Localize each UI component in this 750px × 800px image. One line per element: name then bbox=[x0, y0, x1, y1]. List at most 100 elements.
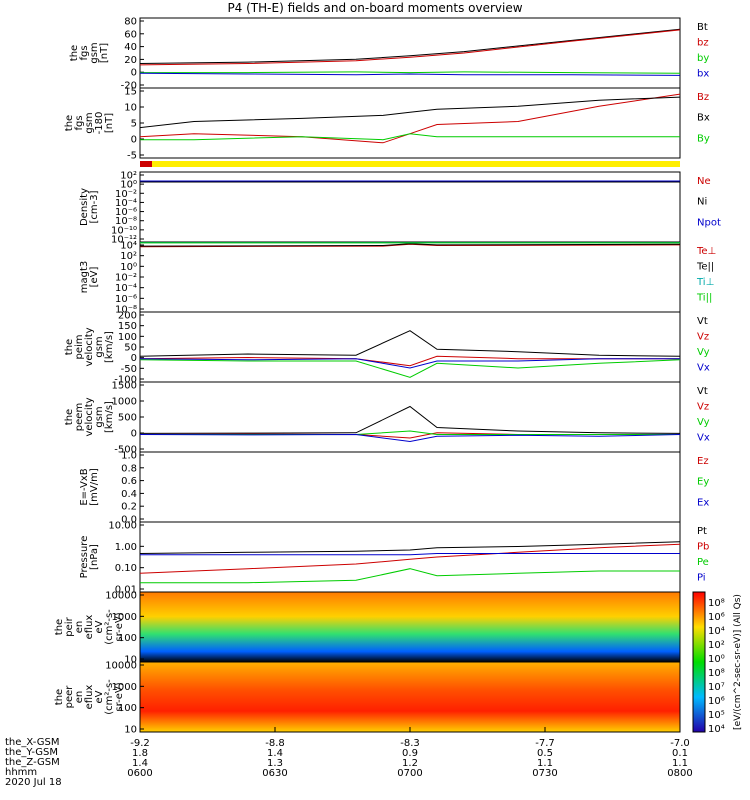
panel-frame-efield bbox=[139, 451, 681, 523]
colorbar bbox=[692, 591, 706, 733]
ytick-label: 10 bbox=[124, 655, 137, 666]
legend-Ex: Ex bbox=[697, 497, 709, 508]
legend-Pi: Pi bbox=[697, 573, 706, 584]
ytick-label: 0.6 bbox=[121, 476, 137, 487]
ytick-label: 10.00 bbox=[108, 521, 137, 532]
colorbar-tick: 10⁴ bbox=[708, 724, 725, 735]
series-line-Pt bbox=[139, 541, 681, 554]
orbit-label-hhmm: hhmm bbox=[5, 767, 38, 778]
colorbar-tick: 10⁰ bbox=[708, 654, 725, 665]
ylabel-line: [nT] bbox=[104, 113, 115, 133]
ylabel-line: velocity bbox=[84, 327, 95, 366]
ytick-label: 40 bbox=[124, 42, 137, 53]
legend-Vt: Vt bbox=[697, 316, 708, 327]
orbit-value: 1.3 bbox=[267, 758, 283, 769]
ytick-label: 50 bbox=[124, 343, 137, 354]
colorbar-tick: 10⁶ bbox=[708, 696, 725, 707]
orbit-row-labels: the_X-GSM the_Y-GSM the_Z-GSM hhmm 2020 … bbox=[5, 738, 62, 788]
ytick-label: 10⁴ bbox=[120, 241, 137, 252]
ylabel-line: peir bbox=[64, 616, 75, 636]
series-line-Vt bbox=[139, 405, 681, 434]
series-line-Vy bbox=[139, 359, 681, 378]
ytick-label: 10² bbox=[120, 171, 137, 182]
ylabel-line: sr-eV) bbox=[114, 682, 125, 711]
ytick-label: 10⁻⁶ bbox=[115, 294, 137, 305]
series-line-Vx bbox=[139, 358, 680, 369]
ytick-label: 0 bbox=[131, 353, 137, 364]
ytick-label: 15 bbox=[124, 87, 137, 98]
ytick-label: 20 bbox=[124, 55, 137, 66]
legend-Vy: Vy bbox=[697, 347, 710, 358]
series-line-Pe bbox=[140, 568, 680, 584]
orbit-label-x: the_X-GSM bbox=[5, 737, 60, 748]
ytick-label: 500 bbox=[118, 413, 137, 424]
ytick-label: 0.2 bbox=[121, 502, 137, 513]
ytick-label: 60 bbox=[124, 29, 137, 40]
ytick-label: 10⁰ bbox=[120, 180, 137, 191]
legend-Te: Te⊥ bbox=[696, 246, 716, 257]
ytick-label: -500 bbox=[114, 445, 137, 456]
ytick-label: -20 bbox=[121, 81, 137, 92]
ylabel-line: gsm bbox=[94, 406, 105, 427]
series-line-bx bbox=[139, 72, 681, 76]
ytick-label: 10⁻⁶ bbox=[115, 207, 137, 218]
ytick-label: 1000 bbox=[112, 682, 137, 693]
legend-Pb: Pb bbox=[697, 542, 709, 553]
spectrogram-peir-spec bbox=[140, 592, 680, 662]
orbit-value: 1.2 bbox=[402, 758, 418, 769]
panel-frame-temp bbox=[139, 241, 681, 313]
orbit-value: 0600 bbox=[127, 768, 152, 779]
legend-Bt: Bt bbox=[697, 22, 708, 33]
ytick-label: 0 bbox=[131, 429, 137, 440]
orbit-value: 1.1 bbox=[672, 758, 688, 769]
legend-Te: Te|| bbox=[696, 262, 714, 273]
legend-By: By bbox=[697, 133, 710, 144]
ylabel-line: Pressure bbox=[79, 536, 90, 579]
legend-Bz: Bz bbox=[697, 92, 709, 103]
ytick-label: -5 bbox=[127, 151, 137, 162]
ytick-label: 0.8 bbox=[121, 463, 137, 474]
ytick-label: 1.0 bbox=[121, 451, 137, 462]
orbit-value: 1.1 bbox=[537, 758, 553, 769]
orbit-value: 0.9 bbox=[402, 748, 418, 759]
ytick-label: 150 bbox=[118, 321, 137, 332]
ylabel-line: eV bbox=[94, 620, 105, 633]
ylabel-line: -180 bbox=[94, 112, 105, 135]
series-line-Bt bbox=[139, 28, 681, 64]
ylabel-line: the bbox=[64, 339, 75, 355]
ytick-label: 100 bbox=[118, 703, 137, 714]
series-line-Vx bbox=[139, 433, 681, 443]
mode-bar-yellow bbox=[152, 161, 680, 167]
ylabel-line: the bbox=[64, 115, 75, 131]
ytick-label: 1000 bbox=[112, 397, 137, 408]
colorbar-tick: 10⁴ bbox=[708, 626, 725, 637]
ylabel-line: eflux bbox=[84, 685, 95, 710]
ytick-label: 10² bbox=[120, 251, 137, 262]
ylabel-line: gsm bbox=[94, 336, 105, 357]
orbit-label-y: the_Y-GSM bbox=[5, 747, 59, 758]
orbit-value: 0800 bbox=[667, 768, 692, 779]
legend-Ez: Ez bbox=[697, 456, 709, 467]
ytick-label: 10⁻² bbox=[115, 189, 137, 200]
orbit-value: 0630 bbox=[262, 768, 287, 779]
ytick-label: 10000 bbox=[105, 591, 137, 602]
colorbar-tick: 10⁸ bbox=[708, 668, 725, 679]
legend-bz: bz bbox=[697, 38, 709, 49]
ylabel-line: fgs bbox=[79, 45, 90, 60]
orbit-value: -9.2 bbox=[130, 738, 150, 749]
ylabel-line: eflux bbox=[84, 615, 95, 640]
series-line-Vt bbox=[139, 330, 681, 357]
orbit-value: -8.8 bbox=[265, 738, 285, 749]
ylabel-line: gsm bbox=[84, 112, 95, 133]
ytick-label: 1.00 bbox=[115, 542, 137, 553]
ytick-label: 10⁻² bbox=[115, 273, 137, 284]
legend-Ti: Ti⊥ bbox=[696, 277, 714, 288]
legend-Pe: Pe bbox=[697, 557, 709, 568]
ytick-label: 1500 bbox=[112, 381, 137, 392]
ytick-label: 10⁻⁴ bbox=[115, 283, 137, 294]
orbit-value: -8.3 bbox=[400, 738, 420, 749]
orbit-value: 0.1 bbox=[672, 748, 688, 759]
orbit-value: -7.0 bbox=[670, 738, 690, 749]
ytick-label: 100 bbox=[118, 633, 137, 644]
